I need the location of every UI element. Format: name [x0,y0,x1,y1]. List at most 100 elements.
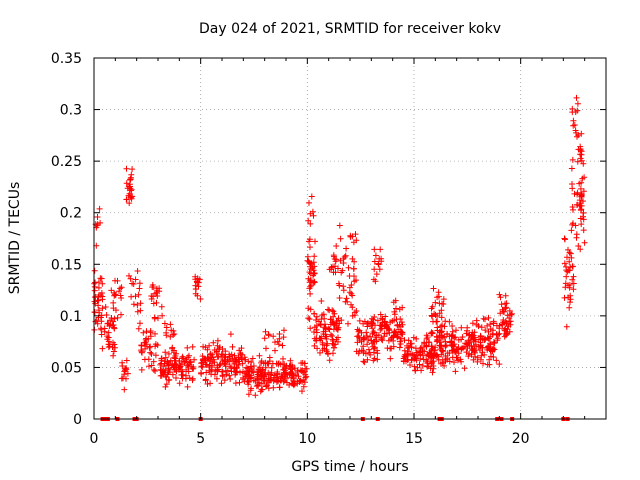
data-point [430,363,437,369]
data-point [345,264,352,271]
data-point [110,348,117,355]
data-point [350,265,357,272]
data-point [214,342,221,349]
data-point [355,328,362,335]
data-point [375,260,382,267]
data-point [394,333,400,340]
data-point [307,244,313,251]
data-point [354,339,361,346]
data-point [441,323,448,330]
data-point [94,214,101,220]
data-point [450,343,457,350]
data-point [375,332,382,338]
data-point [219,352,226,358]
data-point [280,334,287,341]
data-point [367,333,374,340]
axis-ticks: 0 5 10 15 20 0 0.05 0.1 0.15 0.2 0.25 0.3 0.35 [51,51,607,447]
data-point [307,290,314,297]
data-point [163,381,170,388]
data-point [218,351,225,358]
data-point [207,368,214,375]
data-point [501,326,508,333]
data-point [279,361,286,368]
data-point [95,284,102,291]
data-point [241,378,248,385]
data-point [451,359,457,366]
data-point [272,347,278,354]
data-point [122,367,128,374]
data-point [565,267,572,274]
data-point [135,325,142,332]
data-point [471,348,478,355]
data-point [310,279,317,286]
data-point [569,156,576,163]
data-point [184,383,191,390]
data-point [313,317,319,323]
data-point [426,350,433,357]
data-point [338,269,345,276]
data-point [179,353,186,360]
data-point [294,367,301,374]
data-point [497,310,504,317]
data-point [563,273,570,280]
data-point [280,378,287,385]
data-point [562,284,569,291]
data-point [480,360,486,367]
data-point [348,301,354,308]
data-point [241,370,248,377]
data-point [434,324,441,331]
data-point [162,383,169,390]
data-point [352,231,359,238]
data-point [132,293,139,300]
data-point [206,342,213,349]
data-point [333,243,340,249]
data-point [330,320,337,327]
data-point [374,356,381,363]
data-point [364,323,371,330]
data-point [434,313,441,320]
data-point [419,362,426,369]
data-point [418,367,425,374]
data-point [328,266,335,273]
data-point [282,364,289,371]
data-point [250,369,257,376]
data-point [442,338,449,345]
data-point [333,318,340,325]
data-point [478,324,485,331]
data-point [308,193,315,200]
data-point [471,329,478,336]
data-point [310,259,317,266]
data-point [569,263,576,270]
y-tick-label: 0.35 [51,51,82,67]
y-tick-label: 0 [73,412,82,428]
data-point [172,355,179,362]
data-point [186,359,193,366]
data-point [579,192,585,198]
data-point [569,204,576,210]
data-point [280,355,286,362]
data-point [148,293,155,299]
data-point [429,359,435,366]
data-point [360,358,367,365]
data-point [348,290,355,297]
data-point [434,337,441,344]
data-point [578,148,585,155]
data-point [330,338,337,344]
data-point [484,322,491,329]
data-point [371,246,378,253]
data-point [295,373,302,380]
data-point [568,227,575,234]
data-point [233,356,240,363]
data-point [261,377,268,384]
data-point [265,332,272,339]
data-point [580,227,587,234]
data-point [165,350,172,357]
data-point [469,320,476,327]
data-point [227,376,234,382]
data-point [242,356,249,363]
data-point [394,322,401,329]
data-point [105,334,112,341]
data-point [573,234,580,241]
data-point [442,353,449,359]
